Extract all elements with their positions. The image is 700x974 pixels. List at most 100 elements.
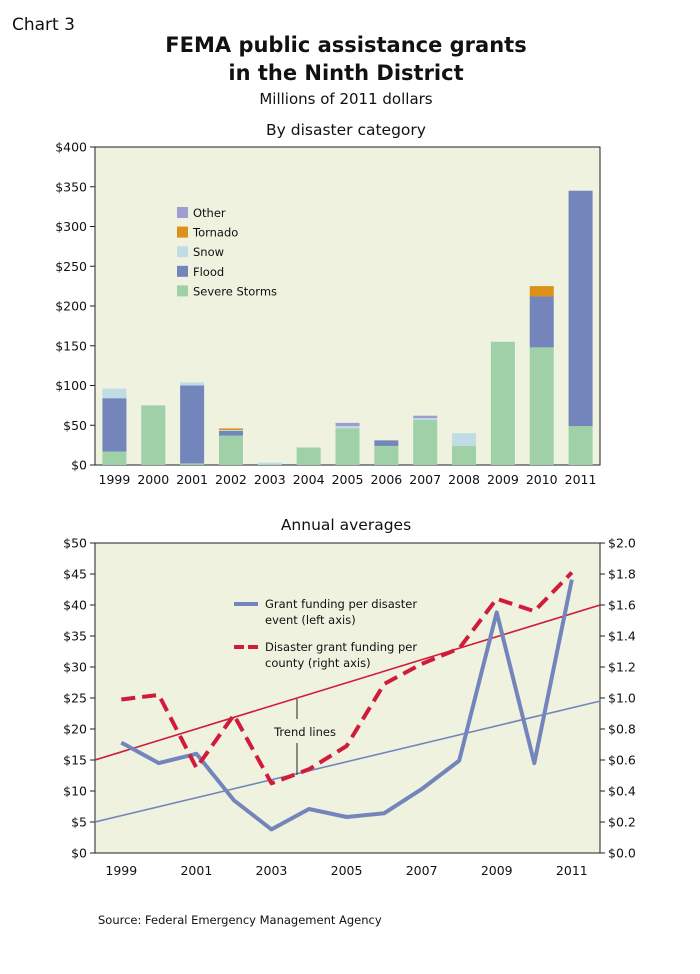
- left-y-tick-label: $30: [63, 660, 87, 675]
- bar-segment: [180, 463, 205, 465]
- x-tick-label: 2004: [293, 472, 325, 487]
- bar-segment: [218, 428, 243, 431]
- bar-segment: [529, 347, 554, 465]
- bar-segment: [452, 445, 477, 465]
- right-y-tick-label: $0.2: [608, 815, 636, 830]
- x-tick-label: 2007: [409, 472, 441, 487]
- bar-segment: [335, 428, 360, 465]
- y-tick-label: $300: [55, 219, 87, 234]
- legend-label: Flood: [193, 265, 224, 279]
- x-tick-label: 2011: [556, 863, 588, 878]
- right-y-tick-label: $1.2: [608, 660, 636, 675]
- x-tick-label: 2008: [448, 472, 480, 487]
- bar-segment: [102, 451, 127, 465]
- source-note: Source: Federal Emergency Management Age…: [98, 913, 382, 927]
- x-tick-label: 2002: [215, 472, 247, 487]
- legend-label: Snow: [193, 245, 224, 259]
- legend-swatch: [177, 265, 188, 277]
- chart-subtitle: Millions of 2011 dollars: [259, 90, 432, 108]
- line-plot-area: [94, 542, 601, 854]
- bar-segment: [141, 405, 166, 465]
- right-y-tick-label: $1.6: [608, 598, 636, 613]
- x-tick-label: 2007: [406, 863, 438, 878]
- bar-chart-title: By disaster category: [266, 121, 426, 139]
- bar-segment: [335, 422, 360, 427]
- x-tick-label: 1999: [99, 472, 131, 487]
- x-tick-label: 2011: [565, 472, 597, 487]
- left-y-tick-label: $40: [63, 598, 87, 613]
- line-chart: $0 $5 $10 $15 $20 $25 $30 $35 $40 $45 $50 $0.0 $0.2 $…: [63, 536, 636, 879]
- line-chart-title: Annual averages: [281, 516, 411, 534]
- series-line-per-disaster: [120, 579, 574, 832]
- right-y-tick-label: $1.4: [608, 629, 636, 644]
- trend-line-per-county: [95, 604, 600, 761]
- left-y-tick-label: $35: [63, 629, 87, 644]
- y-tick-label: $50: [63, 418, 87, 433]
- bar-segment: [180, 382, 205, 386]
- bar-segment: [218, 430, 243, 431]
- legend-swatch: [177, 246, 188, 258]
- bar-segment: [568, 426, 593, 465]
- left-y-tick-label: $50: [63, 536, 87, 551]
- legend-swatch: [177, 285, 188, 297]
- y-tick-label: $350: [55, 179, 87, 194]
- y-tick-label: $200: [55, 299, 87, 314]
- bar-segment: [335, 426, 360, 429]
- series-line-per-county: [121, 571, 574, 786]
- x-tick-label: 2001: [176, 472, 208, 487]
- left-y-tick-label: $15: [63, 753, 87, 768]
- bar-plot-area: [94, 146, 601, 466]
- bar-segment: [529, 296, 554, 348]
- y-tick-label: $400: [55, 140, 87, 155]
- bar-segment: [529, 286, 554, 297]
- legend-label-per-county: Disaster grant funding per: [265, 640, 417, 654]
- right-y-tick-label: $0.4: [608, 784, 636, 799]
- y-tick-label: $150: [55, 338, 87, 353]
- x-tick-label: 2005: [332, 472, 364, 487]
- x-tick-label: 2003: [254, 472, 286, 487]
- legend-label: Other: [193, 206, 226, 220]
- stacked-bar-chart: $0 $50 $100 $150 $200 $250 $300 $350 $400 1999 200…: [55, 140, 601, 487]
- bar-segment: [218, 435, 243, 465]
- right-y-tick-label: $0.0: [608, 846, 636, 861]
- bar-segment: [180, 385, 205, 464]
- right-y-tick-label: $0.6: [608, 753, 636, 768]
- bar-segment: [257, 464, 282, 465]
- chart-title-line2: in the Ninth District: [228, 61, 463, 85]
- x-tick-label: 2001: [180, 863, 212, 878]
- bar-segment: [413, 415, 438, 419]
- right-y-tick-label: $1.0: [608, 691, 636, 706]
- legend-label-per-disaster-cont: event (left axis): [265, 613, 356, 627]
- bar-segment: [413, 419, 438, 465]
- bar-segment: [102, 388, 127, 399]
- y-tick-label: $250: [55, 259, 87, 274]
- trend-line-per-disaster: [95, 700, 600, 823]
- right-y-tick-label: $2.0: [608, 536, 636, 551]
- legend-swatch: [177, 226, 188, 238]
- bar-segment: [296, 447, 321, 465]
- x-tick-label: 2000: [137, 472, 169, 487]
- x-tick-label: 2003: [256, 863, 288, 878]
- left-y-tick-label: $25: [63, 691, 87, 706]
- annotation-label: Trend lines: [273, 725, 336, 739]
- left-y-tick-label: $5: [71, 815, 87, 830]
- x-tick-label: 2006: [370, 472, 402, 487]
- y-tick-label: $100: [55, 378, 87, 393]
- y-tick-label: $0: [71, 458, 87, 473]
- chart-number-label: Chart 3: [12, 15, 75, 35]
- bar-segment: [374, 445, 399, 465]
- left-y-tick-label: $45: [63, 567, 87, 582]
- legend-label-per-county-cont: county (right axis): [265, 656, 371, 670]
- legend-label: Tornado: [192, 226, 238, 240]
- left-y-tick-label: $20: [63, 722, 87, 737]
- bar-segment: [102, 398, 127, 452]
- bar-segment: [490, 341, 515, 465]
- left-y-tick-label: $0: [71, 846, 87, 861]
- bar-segment: [452, 433, 477, 446]
- right-y-tick-label: $1.8: [608, 567, 636, 582]
- x-tick-label: 2009: [487, 472, 519, 487]
- bar-segment: [374, 440, 399, 446]
- x-tick-label: 2005: [331, 863, 363, 878]
- legend-label-per-disaster: Grant funding per disaster: [265, 597, 417, 611]
